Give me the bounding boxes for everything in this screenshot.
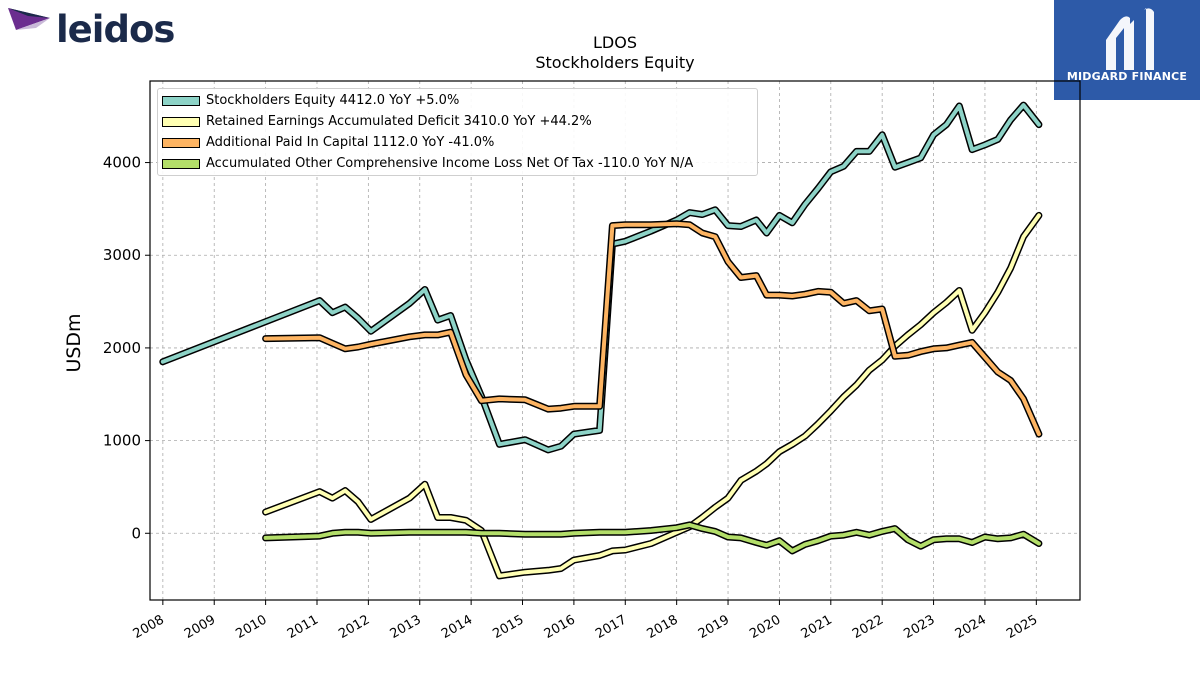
- legend-label: Retained Earnings Accumulated Deficit 34…: [206, 114, 592, 129]
- chart-title: LDOS: [593, 33, 637, 52]
- legend-swatch: [162, 159, 200, 169]
- series-layer: [159, 101, 1043, 580]
- legend-swatch: [162, 96, 200, 106]
- x-tick-label: 2013: [388, 612, 424, 642]
- y-axis-ticks: 0 1000 2000 3000 4000: [103, 154, 150, 542]
- midgard-finance-logo: MIDGARD FINANCE: [1054, 0, 1200, 100]
- x-tick-label: 2008: [131, 612, 167, 642]
- x-tick-label: 2016: [542, 612, 578, 642]
- y-tick-label: 0: [131, 524, 141, 542]
- midgard-finance-wordmark: MIDGARD FINANCE: [1066, 70, 1188, 83]
- series-outline-additional-paid-in-capital: [262, 220, 1043, 438]
- legend-label: Stockholders Equity 4412.0 YoY +5.0%: [206, 93, 460, 108]
- x-tick-label: 2022: [850, 612, 886, 642]
- chart-legend: Stockholders Equity 4412.0 YoY +5.0% Ret…: [157, 88, 758, 176]
- y-tick-label: 1000: [103, 432, 141, 450]
- y-tick-label: 3000: [103, 246, 141, 264]
- x-tick-label: 2021: [799, 612, 835, 642]
- x-tick-label: 2018: [644, 612, 680, 642]
- chart-subtitle: Stockholders Equity: [535, 53, 695, 72]
- x-tick-label: 2019: [696, 612, 732, 642]
- y-tick-label: 4000: [103, 154, 141, 172]
- plot-frame: [149, 80, 1081, 601]
- series-line-retained-earnings-accumulated-deficit: [263, 213, 1041, 578]
- series-outline-retained-earnings-accumulated-deficit: [262, 211, 1043, 580]
- x-tick-label: 2024: [953, 612, 989, 642]
- x-axis-ticks: 2008 2009 2010 2011 2012 2013 2014 2015 2016 2017…: [131, 600, 1040, 642]
- x-tick-label: 2010: [233, 612, 269, 642]
- legend-swatch: [162, 138, 200, 148]
- legend-swatch: [162, 117, 200, 127]
- x-tick-label: 2011: [285, 612, 321, 642]
- x-tick-label: 2017: [593, 612, 629, 642]
- x-tick-label: 2025: [1004, 612, 1040, 642]
- y-axis-label: USDm: [63, 313, 85, 372]
- x-tick-label: 2014: [439, 612, 475, 642]
- series-line-accumulated-other-comprehensive-income-loss-net-of-tax: [263, 522, 1041, 553]
- series-line-stockholders-equity: [160, 103, 1041, 452]
- x-tick-label: 2009: [182, 612, 218, 642]
- midgard-emblem-icon: [1106, 8, 1154, 70]
- x-tick-label: 2023: [901, 612, 937, 642]
- series-line-additional-paid-in-capital: [263, 221, 1041, 437]
- y-tick-label: 2000: [103, 339, 141, 357]
- x-tick-label: 2015: [490, 612, 526, 642]
- legend-label: Accumulated Other Comprehensive Income L…: [206, 156, 694, 171]
- legend-label: Additional Paid In Capital 1112.0 YoY -4…: [206, 135, 495, 150]
- x-tick-label: 2020: [747, 612, 783, 642]
- leidos-swoosh-icon: [8, 8, 50, 30]
- leidos-wordmark: leidos: [56, 8, 175, 51]
- x-tick-label: 2012: [336, 612, 372, 642]
- leidos-logo: leidos: [6, 4, 176, 52]
